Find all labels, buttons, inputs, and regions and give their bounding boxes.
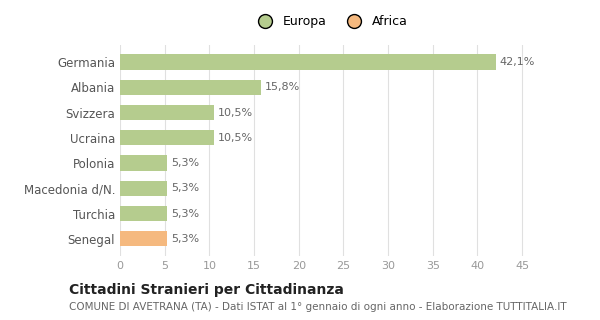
- Bar: [120, 105, 214, 120]
- Text: 5,3%: 5,3%: [171, 209, 199, 219]
- Text: 15,8%: 15,8%: [265, 82, 300, 92]
- Text: 42,1%: 42,1%: [500, 57, 535, 67]
- Bar: [120, 181, 167, 196]
- Legend: Europa, Africa: Europa, Africa: [253, 15, 407, 28]
- Bar: [120, 156, 167, 171]
- Bar: [120, 206, 167, 221]
- Text: 10,5%: 10,5%: [217, 133, 253, 143]
- Bar: [120, 80, 261, 95]
- Bar: [120, 231, 167, 246]
- Text: 5,3%: 5,3%: [171, 234, 199, 244]
- Bar: [120, 130, 214, 145]
- Text: 10,5%: 10,5%: [217, 108, 253, 117]
- Text: COMUNE DI AVETRANA (TA) - Dati ISTAT al 1° gennaio di ogni anno - Elaborazione T: COMUNE DI AVETRANA (TA) - Dati ISTAT al …: [69, 302, 566, 312]
- Bar: [120, 54, 496, 69]
- Text: 5,3%: 5,3%: [171, 183, 199, 193]
- Text: 5,3%: 5,3%: [171, 158, 199, 168]
- Text: Cittadini Stranieri per Cittadinanza: Cittadini Stranieri per Cittadinanza: [69, 283, 344, 297]
